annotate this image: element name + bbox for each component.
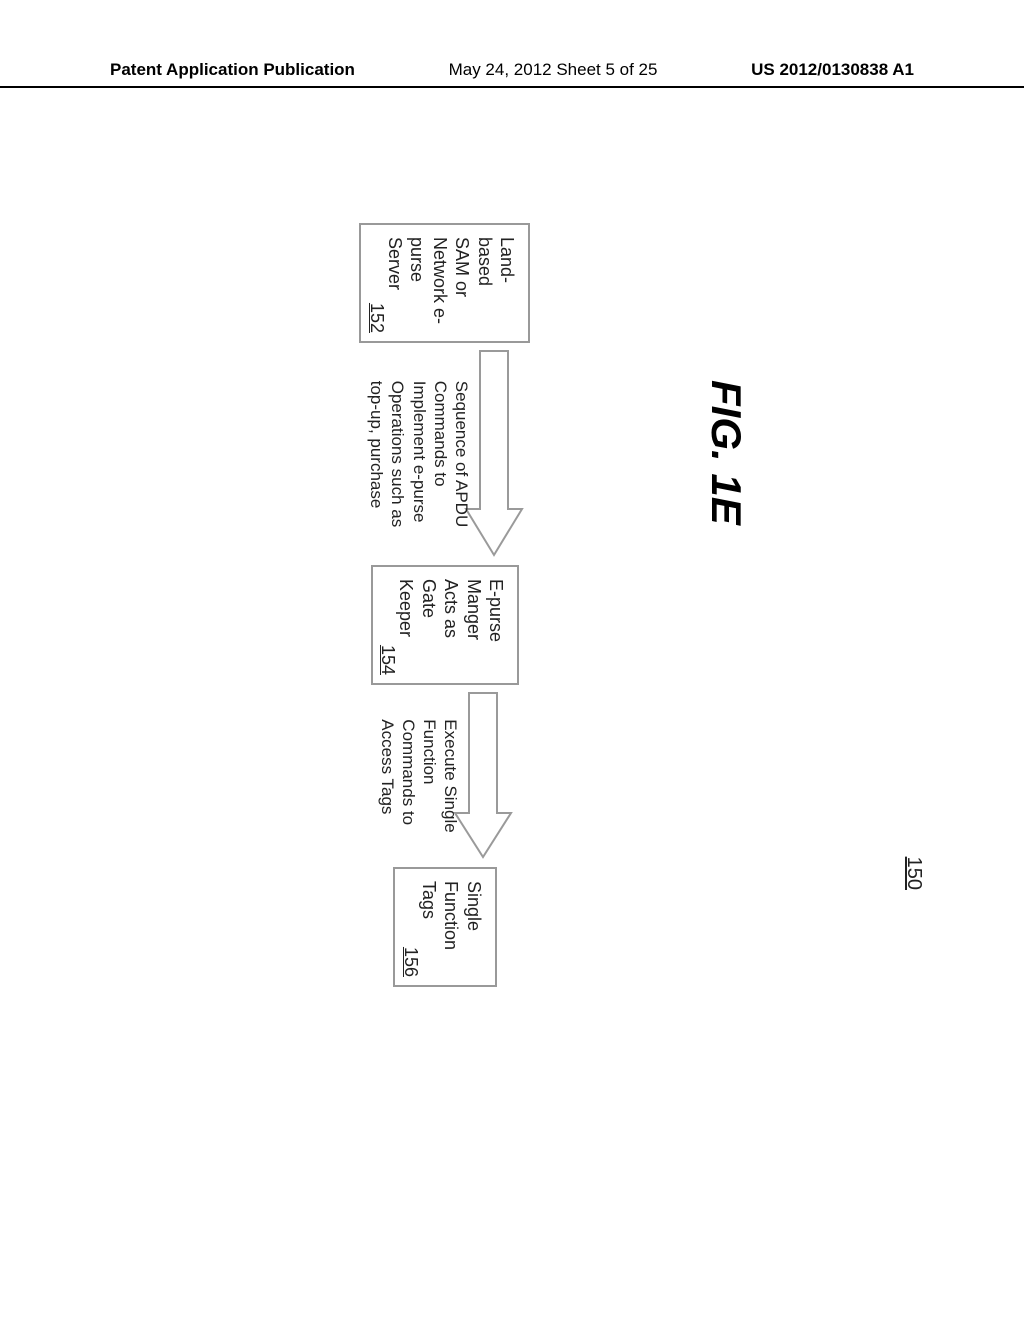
caption-line: Function (419, 719, 440, 832)
caption-line: Commands to (430, 381, 451, 527)
box-line: Single (462, 881, 485, 973)
header-left: Patent Application Publication (110, 60, 355, 80)
box-line: Land- (496, 237, 519, 329)
box-land-sam-server: Land- based SAM or Network e- purse Serv… (360, 223, 531, 343)
reference-numeral-154: 154 (377, 645, 400, 675)
box-line: Function (440, 881, 463, 973)
header-center: May 24, 2012 Sheet 5 of 25 (449, 60, 658, 80)
figure-label: FIG. 1E (702, 380, 750, 525)
arrow-icon (454, 691, 514, 861)
arrow-execute-commands: Execute Single Function Commands to Acce… (377, 691, 514, 861)
box-epurse-manager: E-purse Manger Acts as Gate Keeper 154 (371, 565, 520, 685)
reference-numeral-156: 156 (399, 947, 422, 977)
box-line: E-purse (485, 579, 508, 671)
caption-line: Commands to (398, 719, 419, 832)
reference-numeral-152: 152 (366, 303, 389, 333)
caption-line: Operations such as (387, 381, 408, 527)
caption-line: Implement e-purse (408, 381, 429, 527)
box-line: SAM or (451, 237, 474, 329)
header-right: US 2012/0130838 A1 (751, 60, 914, 80)
box-line: Manger (462, 579, 485, 671)
arrow-caption: Execute Single Function Commands to Acce… (377, 707, 462, 844)
page-header: Patent Application Publication May 24, 2… (0, 60, 1024, 88)
box-single-function-tags: Single Function Tags 156 (393, 867, 497, 987)
box-line: Network e- (429, 237, 452, 329)
box-line: based (474, 237, 497, 329)
caption-line: top-up, purchase (366, 381, 387, 527)
box-line: Acts as (440, 579, 463, 671)
caption-line: Execute Single (440, 719, 461, 832)
box-line: Gate (417, 579, 440, 671)
arrow-icon (464, 349, 524, 559)
caption-line: Sequence of APDU (451, 381, 472, 527)
caption-line: Access Tags (377, 719, 398, 832)
box-line: purse (406, 237, 429, 329)
arrow-caption: Sequence of APDU Commands to Implement e… (366, 369, 472, 539)
reference-numeral-150: 150 (902, 857, 925, 890)
arrow-apdu-commands: Sequence of APDU Commands to Implement e… (366, 349, 524, 559)
